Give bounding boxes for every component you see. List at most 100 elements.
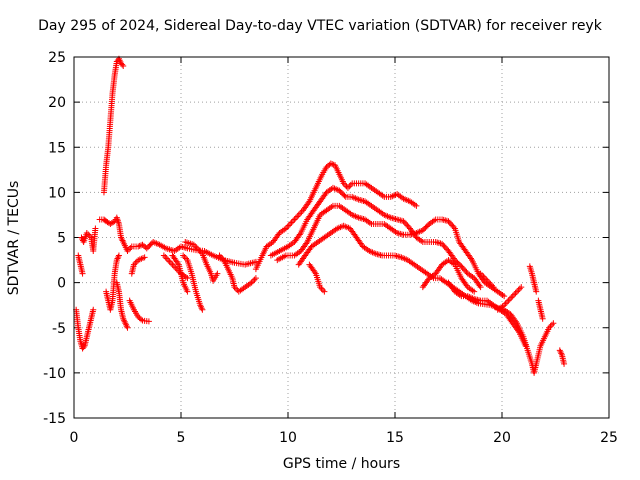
data-point [516, 285, 523, 292]
data-point [550, 320, 557, 327]
data-point [338, 190, 345, 197]
y-tick-label: 10 [48, 185, 66, 201]
data-point [422, 224, 429, 231]
data-point [459, 264, 466, 271]
data-point [120, 63, 127, 70]
data-point [501, 293, 508, 300]
data-point [421, 226, 428, 233]
chart-title: Day 295 of 2024, Sidereal Day-to-day VTE… [38, 18, 602, 34]
data-point [448, 221, 455, 228]
data-point [503, 299, 510, 306]
data-point [446, 219, 453, 226]
data-point [115, 252, 122, 259]
data-point [518, 284, 525, 291]
y-tick-label: -10 [43, 366, 66, 382]
data-point [160, 252, 167, 259]
data-point [168, 260, 175, 267]
data-point [145, 318, 152, 325]
x-tick-label: 0 [70, 430, 79, 446]
y-tick-label: -15 [43, 411, 66, 427]
data-points [73, 55, 568, 376]
x-axis-label: GPS time / hours [282, 456, 401, 472]
data-point [340, 191, 347, 198]
data-point [114, 255, 121, 262]
data-point [327, 160, 334, 167]
data-point [400, 218, 407, 225]
x-tick-label: 10 [279, 430, 297, 446]
x-tick-label: 15 [386, 430, 404, 446]
y-axis-label: SDTVAR / TECUs [6, 180, 22, 296]
data-point [289, 217, 296, 224]
data-point [505, 297, 512, 304]
data-point [337, 188, 344, 195]
data-point [127, 245, 134, 252]
data-point [439, 240, 446, 247]
data-point [508, 294, 515, 301]
data-point [423, 223, 430, 230]
data-point [135, 243, 142, 250]
data-point [419, 227, 426, 234]
x-tick-label: 5 [177, 430, 186, 446]
data-point [512, 290, 519, 297]
data-point [462, 267, 469, 274]
data-point [252, 258, 259, 265]
data-point [336, 187, 343, 194]
data-point [170, 263, 177, 270]
x-tick-label: 20 [493, 430, 511, 446]
data-point [460, 266, 467, 273]
data-point [502, 300, 509, 307]
y-tick-label: 15 [48, 140, 66, 156]
data-point [252, 275, 259, 282]
data-point [457, 262, 464, 269]
data-point [442, 245, 449, 252]
data-point [196, 247, 203, 254]
data-point [92, 225, 99, 232]
data-point [347, 181, 354, 188]
data-point [321, 288, 328, 295]
data-point [147, 241, 154, 248]
data-point [79, 270, 86, 277]
data-point [548, 321, 555, 328]
data-point [138, 316, 145, 323]
data-point [329, 161, 336, 168]
data-point [539, 315, 546, 322]
data-point [449, 222, 456, 229]
y-tick-label: 5 [57, 231, 66, 247]
data-point [165, 257, 172, 264]
data-point [441, 243, 448, 250]
data-point [124, 324, 131, 331]
data-point [341, 192, 348, 199]
data-point [558, 350, 565, 357]
data-point [561, 360, 568, 367]
x-tick-label: 25 [600, 430, 618, 446]
data-point [163, 255, 170, 262]
data-point [162, 254, 169, 261]
data-point [169, 261, 176, 268]
data-point [184, 288, 191, 295]
data-point [292, 214, 299, 221]
plot-frame [73, 56, 610, 419]
data-point [515, 287, 522, 294]
data-point [440, 242, 447, 249]
data-point [181, 254, 188, 261]
data-point [463, 269, 470, 276]
data-point [141, 254, 148, 261]
data-point [294, 213, 301, 220]
data-point [513, 288, 520, 295]
data-point [288, 219, 295, 226]
y-tick-label: 25 [48, 50, 66, 66]
y-tick-label: 0 [57, 276, 66, 292]
data-point [404, 222, 411, 229]
y-tick-label: -5 [52, 321, 66, 337]
data-point [197, 303, 204, 310]
data-point [285, 222, 292, 229]
data-point [146, 242, 153, 249]
grid-lines [74, 57, 609, 418]
data-point [511, 291, 518, 298]
data-point [401, 219, 408, 226]
data-point [284, 223, 291, 230]
data-point [509, 293, 516, 300]
data-point [90, 306, 97, 313]
data-point [251, 276, 258, 283]
